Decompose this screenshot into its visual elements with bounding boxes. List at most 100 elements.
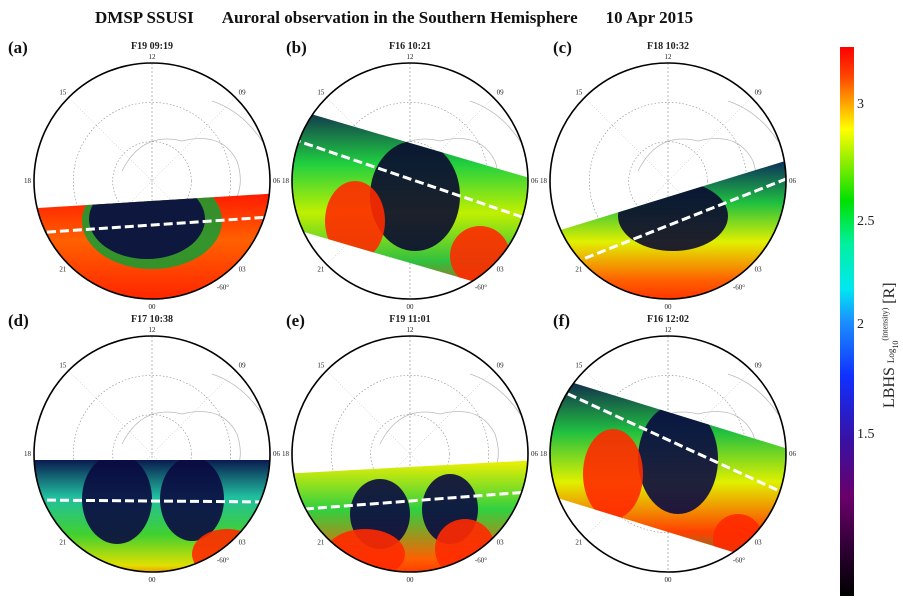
coastline [121,373,263,485]
panel-label: (d) [8,311,29,330]
latitude-circle [370,414,450,494]
mlt-tick-upper_left: 15 [575,88,583,96]
mlt-tick-left: 18 [540,450,548,458]
satellite-track [34,498,270,504]
mlt-tick-lower_left: 21 [317,539,325,547]
mlt-tick-top: 12 [149,326,157,334]
emission-region [82,460,152,544]
mlt-tick-bottom: 00 [665,576,673,584]
panel-label: (f) [553,311,570,330]
figure-header: DMSP SSUSI Auroral observation in the So… [95,8,693,28]
colorbar-label-log: Log [886,348,896,364]
polar-boundary [549,335,787,573]
colorbar-label-sub: 10 [891,340,901,349]
mlt-tick-right: 06 [789,450,797,458]
emission-region [435,519,495,572]
mlt-tick-upper_right: 09 [755,88,763,96]
emission-region [325,181,385,261]
mlt-tick-latitude: -60° [217,556,229,564]
mlt-tick-top: 12 [149,53,157,61]
polar-boundary [549,62,787,300]
latitude-circle [112,141,192,221]
polar-boundary [291,335,529,573]
mlt-tick-right: 06 [273,450,281,458]
mlt-tick-lower_right: 03 [239,539,247,547]
satellite-track [292,490,528,512]
emission-region [160,460,224,541]
mlt-tick-latitude: -60° [475,283,487,291]
mlt-tick-bottom: 00 [149,303,157,311]
panel-title: F19 09:19 [131,41,173,52]
swath-image [292,460,528,572]
colorbar-label-unit: [R] [881,282,898,304]
panel-title: F17 10:38 [131,314,173,325]
mlt-tick-upper_left: 15 [575,361,583,369]
mlt-tick-left: 18 [282,177,290,185]
mlt-tick-upper_left: 15 [317,88,325,96]
mlt-tick-top: 12 [407,53,415,61]
satellite-track [292,137,528,221]
mlt-tick-upper_left: 15 [59,361,67,369]
mlt-tick-lower_left: 21 [317,266,325,274]
mlt-tick-upper_right: 09 [239,88,247,96]
mlt-tick-top: 12 [407,326,415,334]
satellite-track [572,177,786,265]
swath-image [34,460,270,572]
emission-region [192,529,262,572]
mlt-tick-left: 18 [24,450,32,458]
mlt-tick-top: 12 [665,53,673,61]
figure-description: Auroral observation in the Southern Hemi… [221,8,578,27]
polar-boundary [291,62,529,300]
latitude-circle [628,141,708,221]
mlt-tick-left: 18 [540,177,548,185]
colorbar-label-main: LBHS [881,367,898,408]
satellite-track [567,392,786,496]
emission-region [89,193,205,259]
colorbar-label-sup: (intensity) [880,307,890,341]
mlt-tick-lower_left: 21 [59,539,67,547]
mlt-tick-right: 06 [273,177,281,185]
panel-title: F18 10:32 [647,41,689,52]
mlt-tick-lower_left: 21 [575,266,583,274]
mlt-tick-lower_left: 21 [575,539,583,547]
panel-label: (e) [286,311,305,330]
coastline [121,100,263,212]
colorbar-tick: 1.5 [857,427,875,442]
mlt-tick-upper_right: 09 [497,361,505,369]
mlt-tick-lower_right: 03 [755,266,763,274]
colorbar-tick: 3 [857,97,864,112]
mlt-tick-bottom: 00 [407,576,415,584]
emission-region [638,404,718,514]
colorbar-tick: 2.5 [857,214,875,229]
mlt-tick-upper_left: 15 [317,361,325,369]
mlt-tick-lower_left: 21 [59,266,67,274]
auroral-oval [618,181,728,251]
satellite-track [34,215,270,235]
mlt-tick-lower_right: 03 [239,266,247,274]
panel-label: (b) [286,38,307,57]
mlt-tick-right: 06 [531,450,539,458]
mlt-tick-upper_left: 15 [59,88,67,96]
colorbar [840,47,854,596]
mlt-tick-lower_right: 03 [497,266,505,274]
coastline [379,373,521,485]
mlt-tick-top: 12 [665,326,673,334]
panel-label: (c) [553,38,572,57]
auroral-swath [292,460,528,572]
instrument-title: DMSP SSUSI [95,8,194,27]
mlt-tick-left: 18 [282,450,290,458]
mlt-tick-upper_right: 09 [497,88,505,96]
mlt-tick-latitude: -60° [217,283,229,291]
colorbar-label: LBHS Log10(intensity) [R] [880,282,901,408]
emission-region [618,181,728,251]
auroral-swath [550,372,786,572]
mlt-tick-lower_right: 03 [755,539,763,547]
mlt-tick-right: 06 [789,177,797,185]
